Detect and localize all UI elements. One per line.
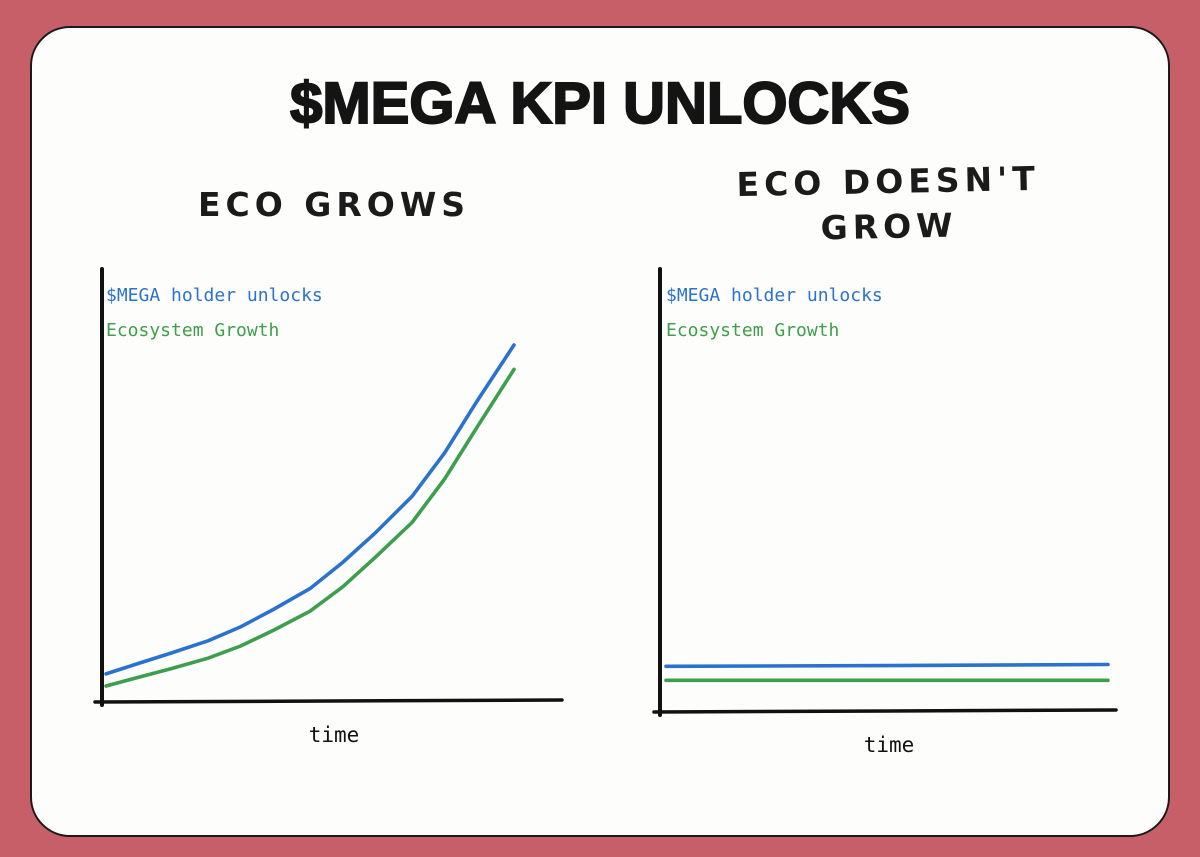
chart-panel-eco-doesnt-grow: ECO DOESN'T GROW $MEGA holder unlocks Ec… (650, 145, 1128, 757)
chart-panel-eco-grows: ECO GROWS $MEGA holder unlocks Ecosystem… (90, 145, 578, 757)
eco-grows-chart-svg (93, 267, 564, 707)
chart-title-lines: ECO DOESN'T GROW (736, 157, 1041, 252)
chart-title-eco-doesnt-grow: ECO DOESN'T GROW (736, 142, 1042, 268)
legend-item-mega-holder-unlocks: $MEGA holder unlocks (666, 285, 883, 306)
eco-doesnt-grow-chart-svg (652, 267, 1118, 717)
legend: $MEGA holder unlocks Ecosystem Growth (666, 285, 883, 355)
poster-card: $MEGA KPI UNLOCKS ECO GROWS $MEGA holder… (30, 26, 1170, 837)
charts-row: ECO GROWS $MEGA holder unlocks Ecosystem… (32, 137, 1168, 757)
series-line-ecosystem-growth (104, 367, 516, 688)
series-line-mega-holder-unlocks (104, 343, 516, 676)
chart-eco-doesnt-grow: $MEGA holder unlocks Ecosystem Growth ti… (650, 265, 1128, 757)
legend-item-ecosystem-growth: Ecosystem Growth (106, 320, 280, 341)
x-axis (93, 698, 564, 704)
series-line-mega-holder-unlocks (664, 662, 1110, 669)
legend-item-ecosystem-growth: Ecosystem Growth (666, 320, 840, 341)
legend: $MEGA holder unlocks Ecosystem Growth (106, 285, 323, 355)
chart-title-line-2: GROW (820, 205, 959, 248)
legend-item-mega-holder-unlocks: $MEGA holder unlocks (106, 285, 323, 306)
chart-title-eco-grows: ECO GROWS (197, 184, 471, 224)
x-axis-label: time (308, 723, 360, 747)
chart-title-line-1: ECO DOESN'T (736, 159, 1041, 205)
page-title: $MEGA KPI UNLOCKS (289, 70, 911, 137)
x-axis-label: time (863, 733, 915, 757)
x-axis (652, 708, 1118, 714)
chart-eco-grows: $MEGA holder unlocks Ecosystem Growth ti… (90, 265, 578, 747)
